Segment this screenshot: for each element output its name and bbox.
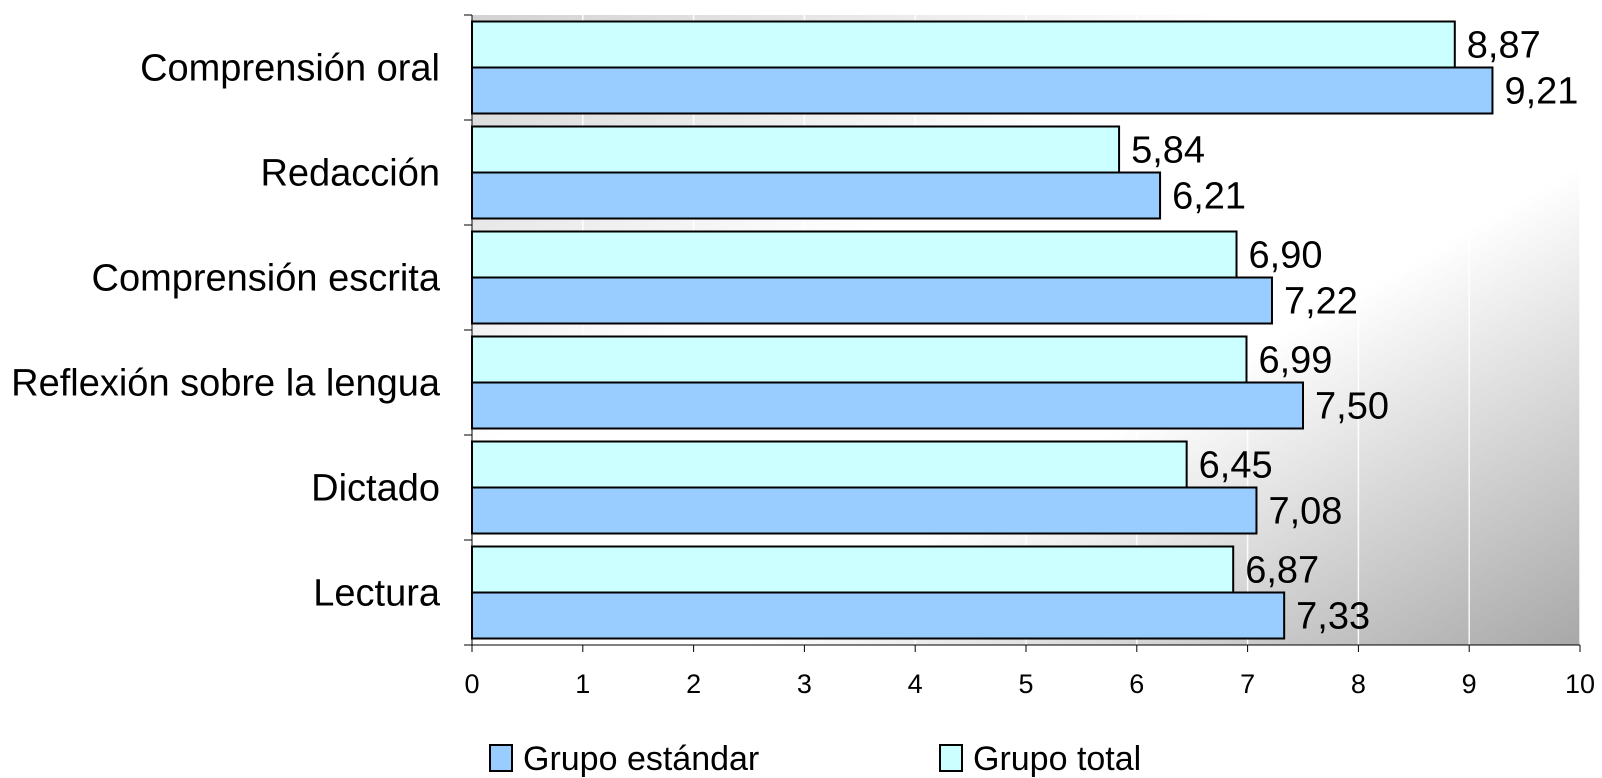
bar [471,20,1456,69]
x-tick-label: 2 [686,669,701,699]
x-tick-labels: 0 1 2 3 4 5 6 7 8 9 10 [464,669,1595,699]
data-label: 6,90 [1249,235,1323,277]
data-label: 6,99 [1258,340,1332,382]
data-label: 6,21 [1172,176,1246,218]
bar [471,66,1494,115]
legend: Grupo estándar Grupo total [489,740,1141,778]
bar [471,486,1258,535]
bar [471,171,1162,220]
data-label: 5,84 [1131,130,1205,172]
bar [471,440,1188,489]
category-labels: Comprensión oral Redacción Comprensión esc… [11,48,441,615]
bar [471,230,1238,279]
x-tick-label: 1 [575,669,590,699]
x-tick-label: 5 [1018,669,1033,699]
data-label: 6,87 [1245,550,1319,592]
data-label: 9,21 [1504,71,1578,113]
axes [464,14,1581,652]
data-label: 6,45 [1199,445,1273,487]
gridlines [582,15,1581,645]
legend-label: Grupo total [973,740,1141,778]
x-tick-label: 3 [797,669,812,699]
x-tick-label: 0 [464,669,479,699]
bar [471,335,1248,384]
data-label: 7,33 [1296,596,1370,638]
x-tick-label: 6 [1129,669,1144,699]
x-tick-label: 10 [1565,669,1595,699]
x-tick-label: 7 [1240,669,1255,699]
category-label: Reflexión sobre la lengua [11,363,441,405]
data-label: 7,08 [1268,491,1342,533]
category-label: Dictado [311,468,440,510]
legend-swatch [939,744,963,772]
category-label: Comprensión oral [140,48,440,90]
bar [471,125,1121,174]
category-label: Redacción [260,153,440,195]
legend-label: Grupo estándar [523,740,759,778]
x-tick-label: 9 [1462,669,1477,699]
bar [471,545,1235,594]
category-label: Comprensión escrita [92,258,441,300]
legend-swatch [489,744,513,772]
bars [471,20,1494,640]
data-label: 7,50 [1315,386,1389,428]
data-label: 8,87 [1467,25,1541,67]
x-tick-label: 4 [908,669,923,699]
value-labels: 8,879,21 5,846,216,907,22 6,997,50 6,457,08… [1131,25,1578,638]
bar [471,381,1304,430]
bar [471,591,1286,640]
bar [471,276,1273,325]
data-label: 7,22 [1284,281,1358,323]
category-label: Lectura [313,573,441,615]
x-tick-label: 8 [1351,669,1366,699]
